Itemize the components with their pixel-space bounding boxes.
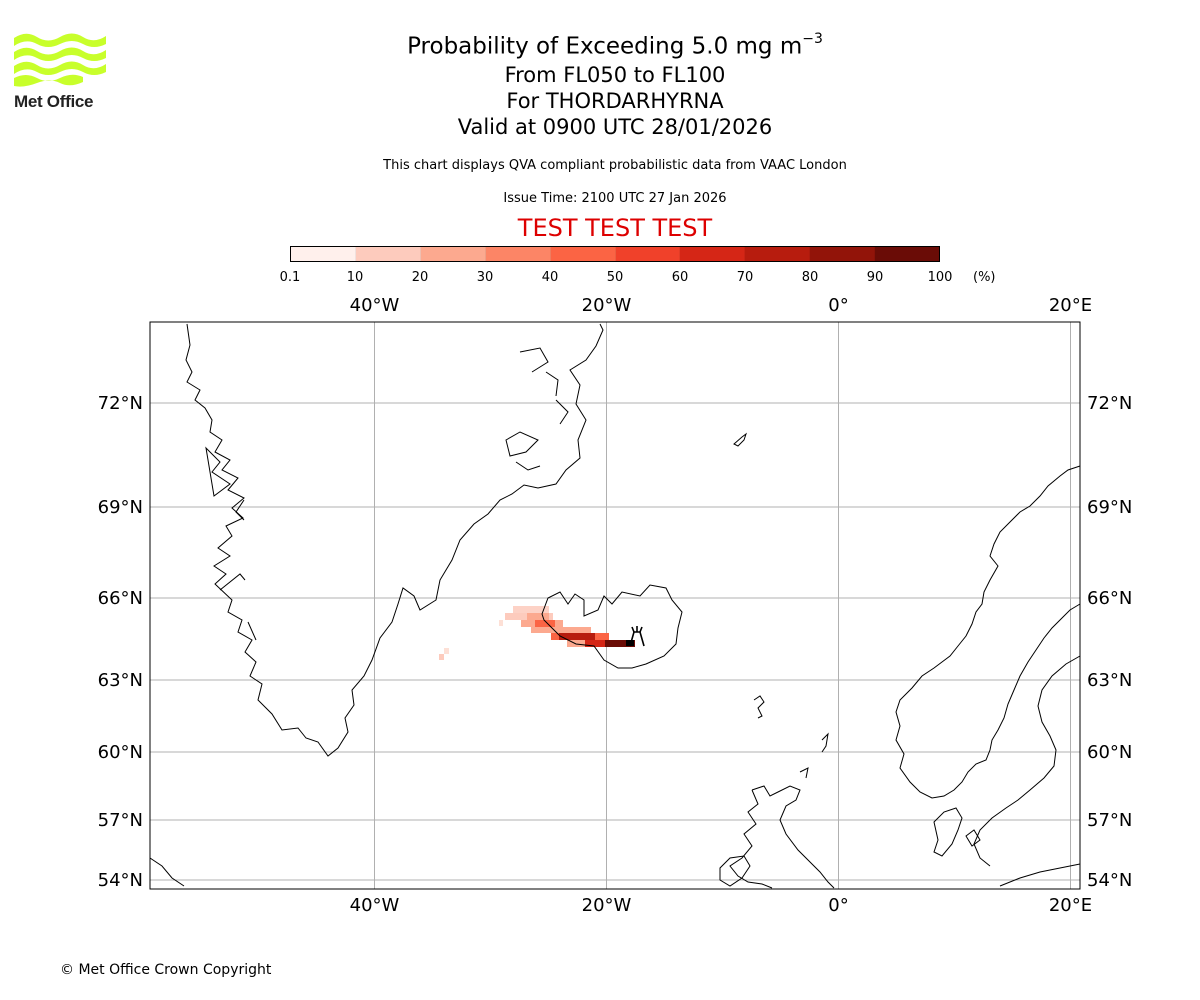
latitude-label-right: 63°N — [1087, 670, 1132, 691]
latitude-label-left: 60°N — [98, 742, 143, 763]
latitude-label-right: 66°N — [1087, 588, 1132, 609]
faroe-islands-coast — [753, 695, 765, 719]
colorbar-segment — [291, 247, 356, 261]
issue-time: Issue Time: 2100 UTC 27 Jan 2026 — [503, 191, 727, 206]
newfoundland-coast — [149, 857, 185, 887]
plume-cell — [535, 620, 555, 627]
colorbar-tick-label: 40 — [541, 270, 559, 285]
jan-mayen-coast — [733, 432, 747, 447]
greenland-fjords — [205, 347, 569, 641]
ireland-coast — [719, 855, 751, 887]
latitude-label-right: 54°N — [1087, 870, 1132, 891]
longitude-label-top: 40°W — [350, 295, 400, 316]
colorbar-tick-label: 30 — [476, 270, 494, 285]
plume-cell — [439, 654, 444, 660]
latitude-label-left: 69°N — [98, 497, 143, 518]
greenland-coast — [185, 323, 604, 757]
colorbar-segment — [355, 247, 421, 261]
title-line-2: From FL050 to FL100 — [504, 62, 726, 87]
test-banner: TEST TEST TEST — [517, 214, 713, 242]
colorbar-segment — [550, 247, 616, 261]
iceland-coast — [541, 584, 683, 669]
colorbar-tick-label: 60 — [671, 270, 689, 285]
latitude-label-right: 72°N — [1087, 393, 1132, 414]
longitude-label-bottom: 40°W — [350, 895, 400, 916]
title-line-3: For THORDARHYRNA — [506, 88, 724, 113]
chart-description: This chart displays QVA compliant probab… — [383, 158, 847, 173]
longitude-label-bottom: 0° — [828, 895, 848, 916]
longitude-label-bottom: 20°W — [582, 895, 632, 916]
plume-cell — [531, 627, 591, 633]
colorbar-segment — [875, 247, 940, 261]
colorbar-tick-label: 20 — [411, 270, 429, 285]
latitude-label-left: 57°N — [98, 810, 143, 831]
latitude-label-right: 57°N — [1087, 810, 1132, 831]
shetland-coast — [821, 732, 829, 753]
title-line-4: Valid at 0900 UTC 28/01/2026 — [457, 114, 773, 139]
logo-text: Met Office — [14, 92, 94, 111]
colorbar-tick-label: 70 — [736, 270, 754, 285]
plume-cell — [559, 633, 595, 640]
colorbar-tick-label: 50 — [606, 270, 624, 285]
colorbar-tick-label: 90 — [866, 270, 884, 285]
title-exponent: −3 — [802, 31, 823, 47]
plume-cell — [605, 640, 635, 647]
denmark-coast — [933, 807, 981, 857]
latitude-label-left: 66°N — [98, 588, 143, 609]
title-line-1: Probability of Exceeding 5.0 mg m−3 — [215, 26, 1015, 62]
ash-plume — [439, 606, 635, 660]
coastlines — [149, 323, 1081, 889]
colorbar-segment — [615, 247, 681, 261]
plume-cell — [499, 620, 503, 626]
latitude-label-left: 63°N — [98, 670, 143, 691]
longitude-label-top: 0° — [828, 295, 848, 316]
latitude-label-right: 60°N — [1087, 742, 1132, 763]
colorbar — [290, 246, 940, 262]
axis-labels: 40°W 40°W 20°W 20°W 0° 0° 20°E 20°E 72°N 72°N 69°N… — [98, 295, 1133, 916]
volcano-icon — [626, 626, 645, 647]
colorbar-segment — [745, 247, 811, 261]
colorbar-tick-label: 100 — [927, 270, 953, 285]
met-office-waves-icon — [14, 33, 106, 87]
latitude-label-left: 54°N — [98, 870, 143, 891]
colorbar-unit: (%) — [973, 270, 996, 285]
colorbar-tick-label: 80 — [801, 270, 819, 285]
orkney-coast — [799, 767, 809, 779]
scotland-coast — [729, 785, 835, 889]
colorbar-segment — [485, 247, 551, 261]
longitude-label-top: 20°W — [582, 295, 632, 316]
latitude-label-left: 72°N — [98, 393, 143, 414]
title-line-1-text: Probability of Exceeding 5.0 mg m — [407, 33, 803, 60]
longitude-label-bottom: 20°E — [1049, 895, 1092, 916]
colorbar-segment — [420, 247, 486, 261]
copyright: © Met Office Crown Copyright — [60, 962, 272, 978]
continental-coast — [999, 863, 1081, 887]
map-frame — [149, 321, 1081, 890]
sweden-finland-coast — [973, 655, 1081, 867]
chart-title: Probability of Exceeding 5.0 mg m−3 From… — [215, 26, 1015, 140]
latitude-label-right: 69°N — [1087, 497, 1132, 518]
colorbar-tick-label: 0.1 — [279, 270, 301, 285]
longitude-label-top: 20°E — [1049, 295, 1092, 316]
met-office-logo: Met Office — [14, 30, 110, 114]
plume-cell — [527, 613, 549, 620]
colorbar-segment — [810, 247, 876, 261]
graticule — [150, 322, 1080, 889]
plume-cell — [444, 648, 449, 654]
plume-cell — [513, 606, 549, 613]
colorbar-tick-label: 10 — [346, 270, 364, 285]
colorbar-segment — [680, 247, 746, 261]
norway-coast — [895, 465, 1081, 799]
